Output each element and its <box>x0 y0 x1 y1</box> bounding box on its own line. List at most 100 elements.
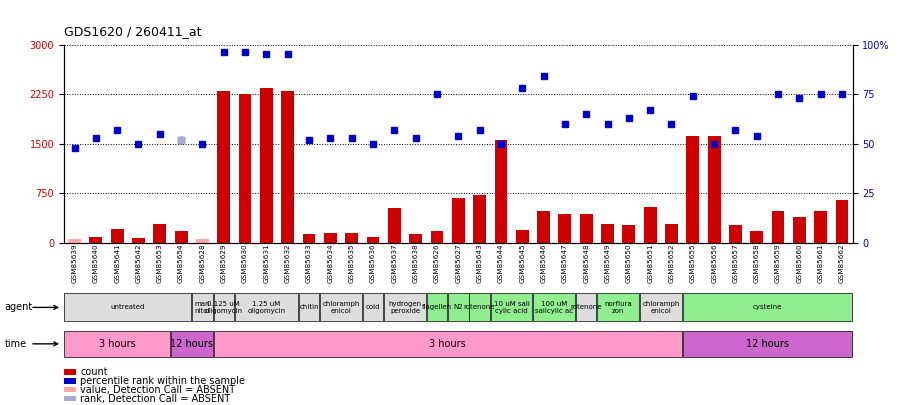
Bar <box>814 211 826 243</box>
Text: flagellen: flagellen <box>422 305 452 310</box>
Bar <box>451 198 465 243</box>
Bar <box>64 396 76 401</box>
Bar <box>686 136 699 243</box>
Text: 0.125 uM
oligomycin: 0.125 uM oligomycin <box>204 301 242 313</box>
Bar <box>576 293 596 322</box>
Bar <box>213 331 681 357</box>
Bar <box>320 293 362 322</box>
Text: agent: agent <box>5 303 33 312</box>
Bar <box>600 224 613 243</box>
Text: untreated: untreated <box>110 305 145 310</box>
Text: GSM85642: GSM85642 <box>136 244 141 284</box>
Bar <box>579 214 592 243</box>
Bar <box>447 293 468 322</box>
Bar <box>750 231 763 243</box>
Text: GSM85661: GSM85661 <box>817 244 823 284</box>
Bar <box>533 293 575 322</box>
Bar <box>64 387 76 392</box>
Text: GSM85640: GSM85640 <box>93 244 98 284</box>
Text: GSM85646: GSM85646 <box>540 244 546 284</box>
Text: chitin: chitin <box>299 305 319 310</box>
Text: GSM85650: GSM85650 <box>625 244 631 284</box>
Text: GSM85627: GSM85627 <box>455 244 461 284</box>
Bar <box>771 211 783 243</box>
Text: 3 hours: 3 hours <box>429 339 466 349</box>
Text: GSM85633: GSM85633 <box>306 244 312 284</box>
Text: GSM85628: GSM85628 <box>200 244 205 284</box>
Text: GSM85638: GSM85638 <box>412 244 418 284</box>
Bar <box>196 239 209 243</box>
Bar <box>299 293 319 322</box>
Text: N2: N2 <box>453 305 463 310</box>
Text: GSM85659: GSM85659 <box>774 244 780 284</box>
Text: GSM85644: GSM85644 <box>497 244 504 284</box>
Bar <box>363 293 383 322</box>
Bar <box>469 293 489 322</box>
Bar <box>728 225 741 243</box>
Bar <box>64 293 191 322</box>
Bar <box>217 91 230 243</box>
Text: time: time <box>5 339 26 349</box>
Text: GSM85653: GSM85653 <box>157 244 162 284</box>
Text: GSM85636: GSM85636 <box>370 244 375 284</box>
Bar <box>537 211 549 243</box>
Bar <box>664 224 677 243</box>
Bar <box>175 231 188 243</box>
Bar <box>597 293 639 322</box>
Bar <box>239 94 251 243</box>
Bar <box>409 234 422 243</box>
Text: rotenone: rotenone <box>570 305 601 310</box>
Text: norflura
zon: norflura zon <box>604 301 631 313</box>
Bar <box>68 239 81 243</box>
Text: man
nitol: man nitol <box>194 301 210 313</box>
Bar <box>170 331 212 357</box>
Text: GSM85647: GSM85647 <box>561 244 568 284</box>
Text: 1.25 uM
oligomycin: 1.25 uM oligomycin <box>247 301 285 313</box>
Bar <box>213 293 234 322</box>
Text: cold: cold <box>365 305 380 310</box>
Text: 12 hours: 12 hours <box>170 339 213 349</box>
Text: GSM85662: GSM85662 <box>838 244 844 284</box>
Text: GSM85656: GSM85656 <box>711 244 716 284</box>
Bar <box>430 231 443 243</box>
Bar <box>260 87 272 243</box>
Text: GSM85643: GSM85643 <box>476 244 482 284</box>
Bar <box>681 331 852 357</box>
Bar <box>234 293 298 322</box>
Text: GSM85645: GSM85645 <box>518 244 525 284</box>
Text: percentile rank within the sample: percentile rank within the sample <box>80 376 245 386</box>
Text: chloramph
enicol: chloramph enicol <box>322 301 359 313</box>
Text: rotenone: rotenone <box>464 305 495 310</box>
Bar <box>494 141 507 243</box>
Bar <box>110 229 123 243</box>
Text: GSM85626: GSM85626 <box>434 244 439 284</box>
Text: GSM85631: GSM85631 <box>263 244 269 284</box>
Text: hydrogen
peroxide: hydrogen peroxide <box>388 301 421 313</box>
Bar <box>132 239 145 243</box>
Bar <box>387 208 400 243</box>
Text: 100 uM
salicylic ac: 100 uM salicylic ac <box>535 301 573 313</box>
Bar <box>640 293 681 322</box>
Text: GSM85635: GSM85635 <box>348 244 354 284</box>
Text: rank, Detection Call = ABSENT: rank, Detection Call = ABSENT <box>80 394 230 403</box>
Text: GSM85657: GSM85657 <box>732 244 738 284</box>
Bar <box>622 225 635 243</box>
Text: value, Detection Call = ABSENT: value, Detection Call = ABSENT <box>80 385 235 394</box>
Bar <box>834 200 847 243</box>
Bar <box>64 369 76 375</box>
Bar <box>64 378 76 384</box>
Text: GSM85649: GSM85649 <box>604 244 609 284</box>
Text: cysteine: cysteine <box>752 305 782 310</box>
Bar <box>707 136 720 243</box>
Bar <box>153 224 166 243</box>
Text: GSM85654: GSM85654 <box>178 244 184 284</box>
Text: GSM85658: GSM85658 <box>753 244 759 284</box>
Text: GSM85660: GSM85660 <box>795 244 802 284</box>
Text: 3 hours: 3 hours <box>98 339 136 349</box>
Bar <box>345 233 358 243</box>
Text: GSM85630: GSM85630 <box>241 244 248 284</box>
Bar <box>473 195 486 243</box>
Bar <box>64 331 169 357</box>
Bar <box>366 237 379 243</box>
Text: 10 uM sali
cylic acid: 10 uM sali cylic acid <box>493 301 529 313</box>
